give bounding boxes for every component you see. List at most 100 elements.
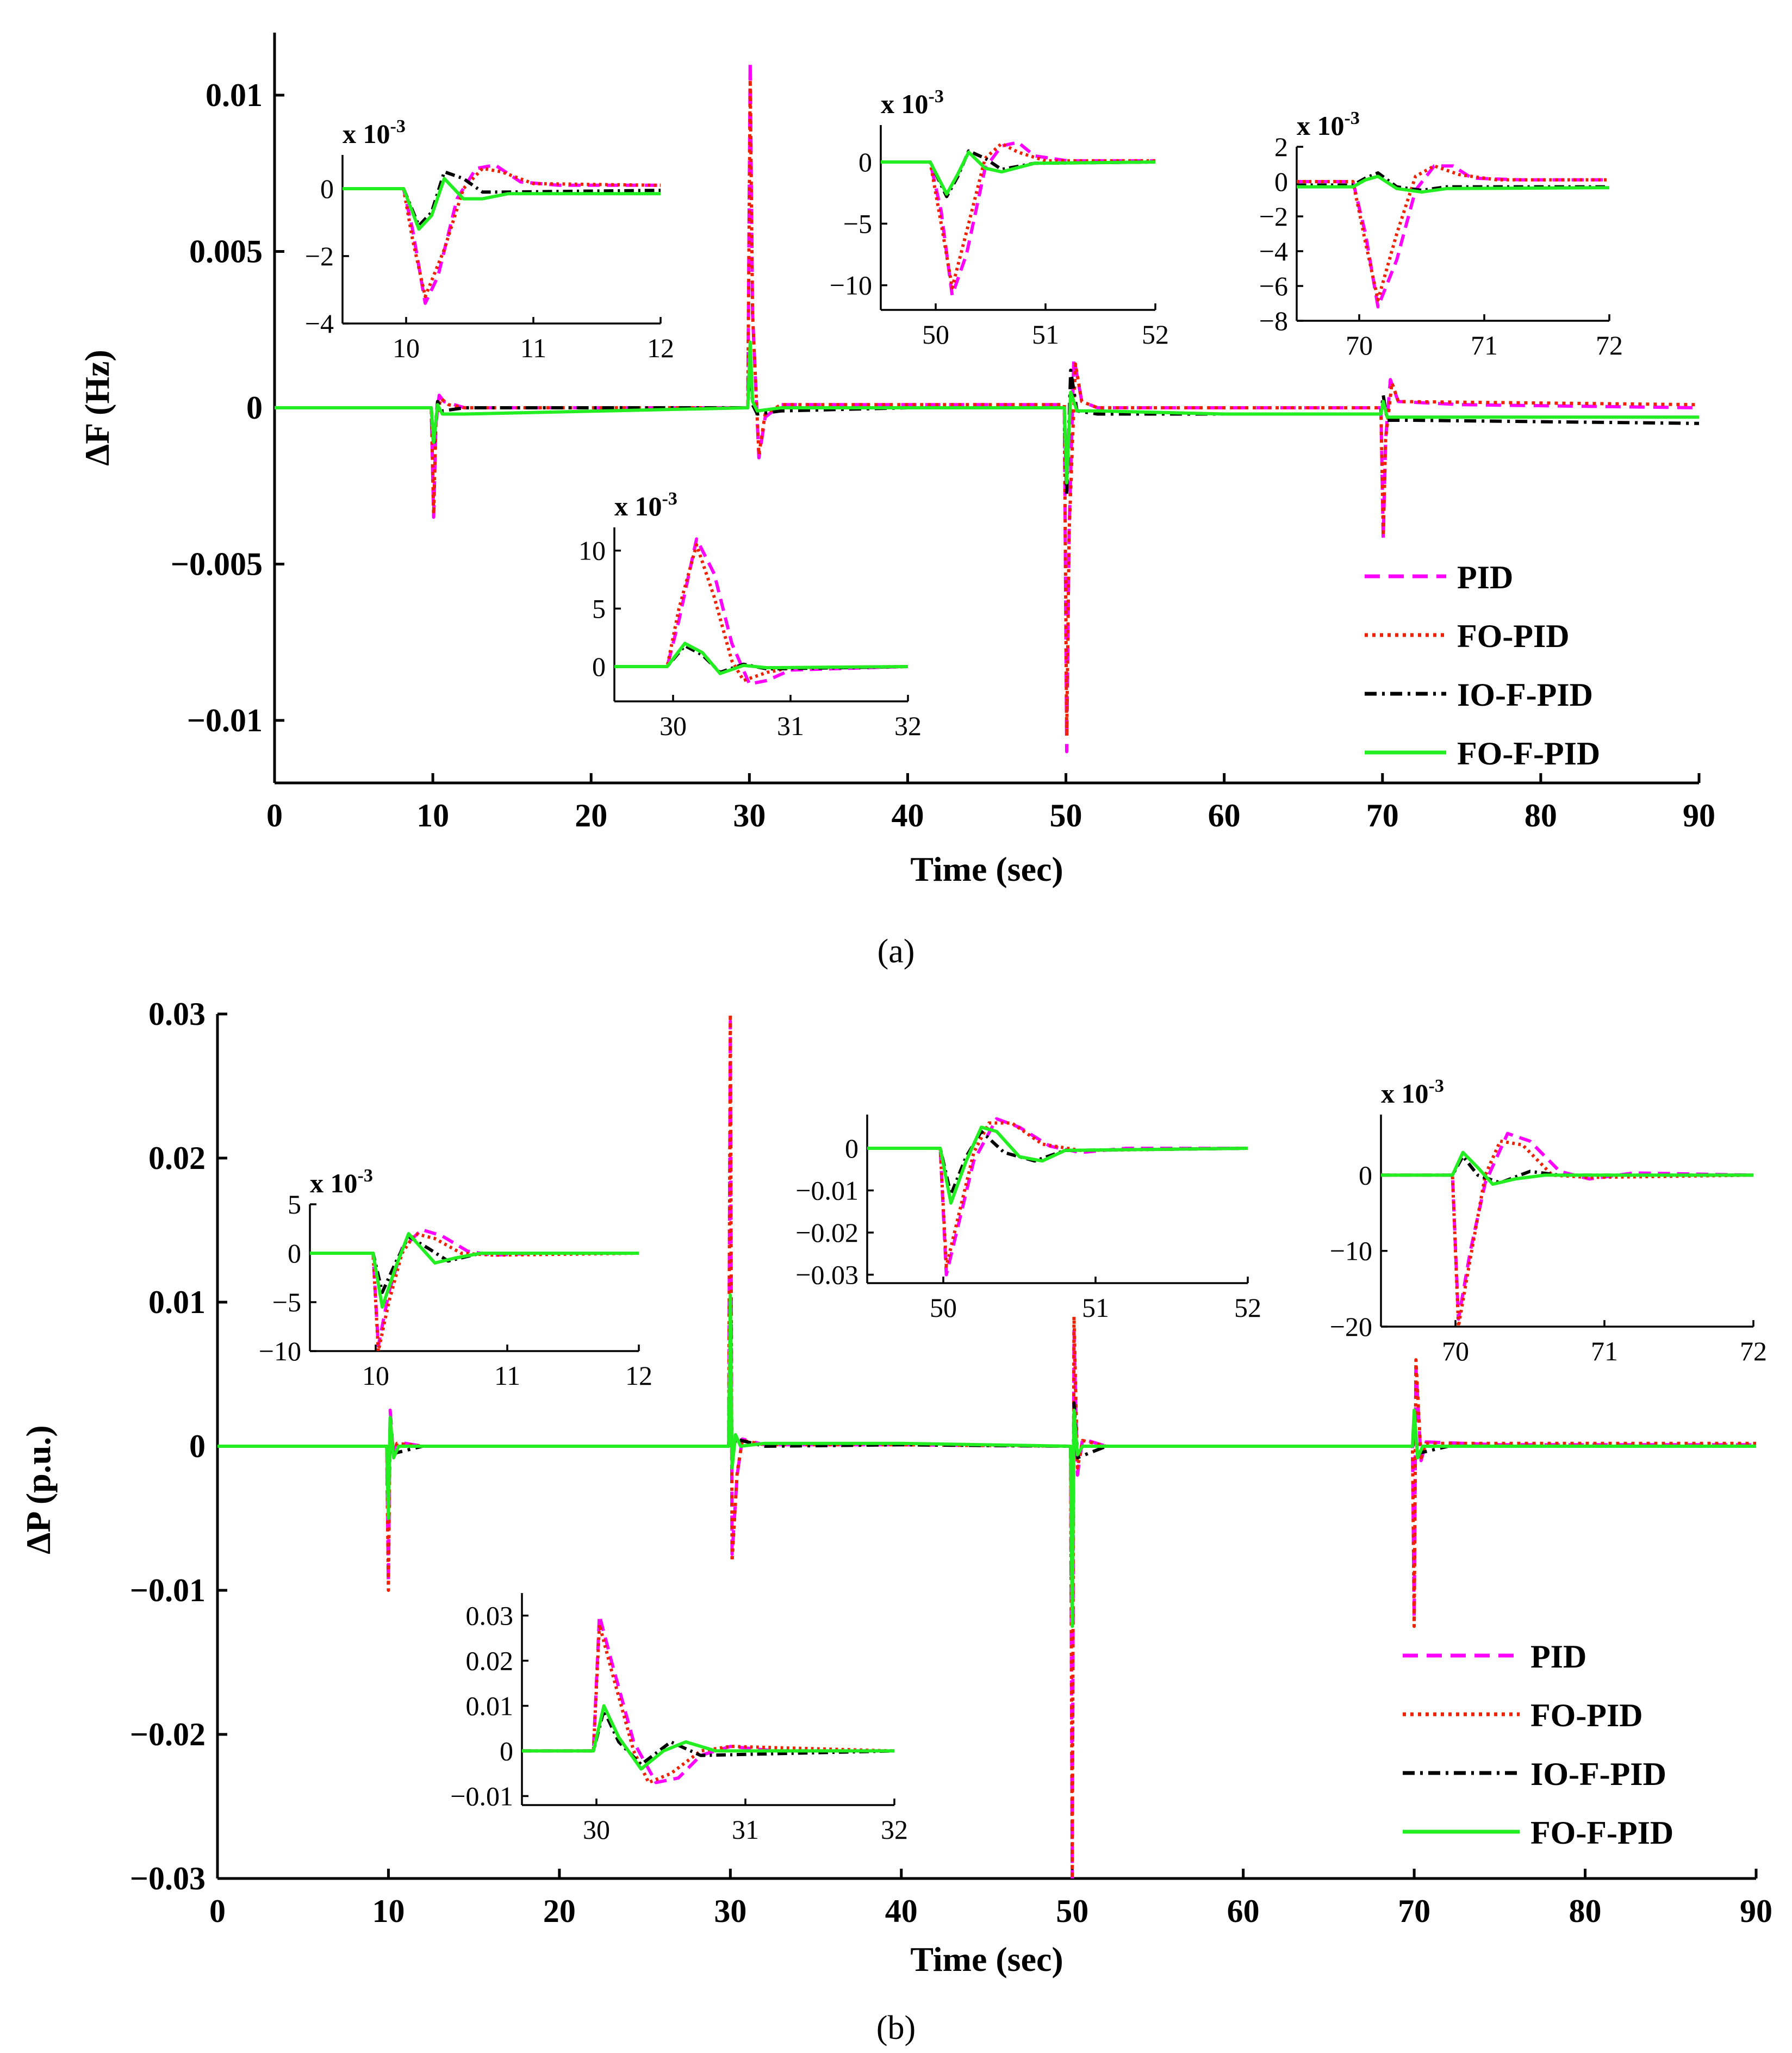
inset-series-group	[881, 140, 1155, 297]
inset-y-tick-label: 0	[845, 1133, 858, 1164]
inset-y-tick-label: 0	[592, 651, 606, 682]
x-tick-label: 10	[416, 798, 449, 833]
y-tick-label: 0.01	[148, 1284, 206, 1320]
x-tick-label: 90	[1740, 1893, 1772, 1929]
inset-y-tick-label: −0.02	[795, 1217, 858, 1248]
legend-label: IO-F-PID	[1530, 1756, 1666, 1792]
inset-1: 0 −5 −10 50 51 52 x 10-3	[830, 86, 1169, 350]
y-tick-label: 0.03	[148, 996, 206, 1032]
inset-series-fo-pid	[881, 142, 1155, 290]
x-tick-label: 0	[266, 798, 283, 833]
inset-y-tick-label: 0	[858, 147, 872, 177]
inset-series-fo-f-pid	[1381, 1150, 1753, 1186]
inset-series-fo-f-pid	[1297, 175, 1609, 194]
inset-x-tick-label: 72	[1596, 330, 1623, 360]
x-tick-label: 20	[543, 1893, 576, 1929]
y-tick-label: 0	[189, 1428, 206, 1464]
inset-y-tick-label: 5	[288, 1189, 301, 1220]
x-tick-label: 40	[891, 798, 924, 833]
inset-series-fo-f-pid	[867, 1125, 1248, 1205]
inset-y-tick-label: 2	[1274, 132, 1288, 162]
x-tick-label: 30	[733, 798, 766, 833]
y-tick-label: 0.01	[206, 77, 263, 113]
inset-x-tick-label: 50	[922, 319, 949, 350]
inset-series-group	[614, 537, 908, 686]
inset-multiplier: x 10-3	[614, 489, 677, 521]
inset-bg	[1297, 147, 1609, 321]
inset-bg	[310, 1204, 639, 1351]
inset-y-tick-label: −0.03	[795, 1260, 858, 1290]
x-tick-label: 80	[1569, 1893, 1602, 1929]
inset-series-group	[343, 163, 661, 305]
inset-series-group	[1381, 1131, 1753, 1328]
inset-x-tick-label: 32	[894, 711, 922, 741]
x-tick-label: 20	[575, 798, 607, 833]
inset-y-tick-label: 0.03	[466, 1600, 514, 1631]
y-axis-title: ΔF (Hz)	[78, 350, 116, 466]
inset-x-tick-label: 72	[1740, 1336, 1767, 1366]
inset-x-tick-label: 70	[1442, 1336, 1469, 1366]
inset-3: 10 5 0 30 31 32 x 10-3	[578, 489, 922, 741]
inset-x-tick-label: 31	[777, 711, 804, 741]
x-tick-label: 10	[372, 1893, 405, 1929]
inset-bg	[867, 1115, 1248, 1283]
inset-2: 2 0 −2 −4 −6 −8 70 71 72 x 10-3	[1259, 108, 1623, 360]
inset-multiplier: x 10-3	[881, 86, 944, 119]
inset-bg	[343, 155, 661, 323]
inset-x-tick-label: 52	[1142, 319, 1169, 350]
inset-y-tick-label: 0.01	[466, 1690, 514, 1721]
inset-series-fo-pid	[867, 1121, 1248, 1268]
y-tick-label: −0.02	[130, 1716, 206, 1752]
inset-series-group	[1297, 164, 1609, 309]
legend-label: FO-PID	[1457, 618, 1570, 654]
series-line-pid	[217, 1019, 1756, 1878]
inset-y-tick-label: 0.02	[466, 1645, 514, 1676]
legend-label: PID	[1457, 559, 1513, 595]
inset-x-tick-label: 70	[1346, 330, 1373, 360]
inset-y-tick-label: −0.01	[795, 1175, 858, 1206]
legend-label: FO-F-PID	[1457, 736, 1600, 772]
inset-y-tick-label: 0	[288, 1238, 301, 1268]
inset-y-tick-label: 5	[592, 593, 606, 624]
inset-y-tick-label: −8	[1259, 306, 1288, 336]
series-line-io-f-pid	[275, 350, 1700, 497]
inset-x-tick-label: 12	[625, 1360, 652, 1391]
x-tick-label: 40	[885, 1893, 918, 1929]
inset-y-tick-label: 0	[500, 1735, 513, 1766]
inset-2: 0 −10 −20 70 71 72 x 10-3	[1330, 1076, 1767, 1366]
x-tick-label: 30	[714, 1893, 746, 1929]
inset-bg	[1381, 1115, 1753, 1327]
y-tick-label: −0.01	[187, 702, 263, 738]
inset-x-tick-label: 12	[647, 333, 674, 363]
x-tick-label: 50	[1056, 1893, 1088, 1929]
inset-y-tick-label: −6	[1259, 271, 1288, 301]
inset-y-tick-label: −4	[1259, 236, 1288, 266]
inset-bg	[614, 527, 908, 701]
inset-series-pid	[614, 537, 908, 686]
inset-series-fo-pid	[522, 1623, 894, 1784]
inset-x-tick-label: 11	[520, 333, 546, 363]
inset-y-tick-label: −10	[1330, 1236, 1372, 1266]
inset-x-tick-label: 50	[930, 1292, 957, 1323]
inset-series-fo-f-pid	[614, 642, 908, 675]
inset-y-tick-label: −4	[305, 308, 334, 339]
inset-y-tick-label: −5	[272, 1287, 301, 1317]
inset-y-tick-label: 10	[578, 536, 606, 566]
y-tick-label: −0.03	[130, 1861, 206, 1896]
inset-multiplier: x 10-3	[343, 116, 406, 149]
legend-label: IO-F-PID	[1457, 677, 1593, 713]
inset-multiplier: x 10-3	[310, 1166, 373, 1198]
inset-y-tick-label: −10	[830, 270, 872, 301]
legend-label: FO-F-PID	[1530, 1815, 1673, 1851]
x-tick-label: 70	[1366, 798, 1399, 833]
legend: PID FO-PID IO-F-PID FO-F-PID	[1365, 559, 1600, 772]
series-line-fo-pid	[275, 78, 1700, 738]
inset-series-fo-f-pid	[310, 1232, 639, 1309]
inset-multiplier: x 10-3	[1381, 1076, 1444, 1109]
inset-series-fo-f-pid	[343, 177, 661, 231]
inset-series-fo-pid	[1297, 164, 1609, 302]
y-tick-label: 0	[246, 390, 263, 426]
inset-multiplier: x 10-3	[1297, 108, 1360, 141]
